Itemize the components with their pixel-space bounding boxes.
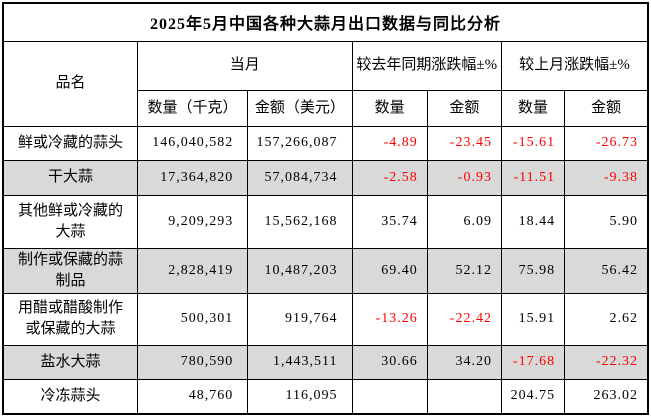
row-amount-usd: 15,562,168 xyxy=(247,194,353,249)
row-mom-qty: -11.51 xyxy=(500,159,566,196)
header-amount-usd: 金额（美元） xyxy=(247,89,353,127)
row-yoy-qty: -4.89 xyxy=(351,125,428,161)
table-row: 干大蒜 17,364,820 57,084,734 -2.58 -0.93 -1… xyxy=(2,159,649,196)
row-qty-kg: 17,364,820 xyxy=(136,159,249,196)
row-qty-kg: 780,590 xyxy=(136,344,249,380)
row-mom-amount: -9.38 xyxy=(564,159,649,196)
row-yoy-qty: 35.74 xyxy=(351,194,428,249)
row-yoy-qty: -13.26 xyxy=(351,292,428,346)
row-mom-qty: -15.61 xyxy=(500,125,566,161)
row-yoy-qty xyxy=(351,378,428,415)
row-mom-amount: 263.02 xyxy=(564,378,649,415)
table-title: 2025年5月中国各种大蒜月出口数据与同比分析 xyxy=(2,2,649,42)
row-product-name: 制作或保藏的蒜制品 xyxy=(2,247,138,294)
header-yoy-qty: 数量 xyxy=(351,89,428,127)
row-qty-kg: 2,828,419 xyxy=(136,247,249,294)
row-yoy-amount: -0.93 xyxy=(426,159,502,196)
row-amount-usd: 919,764 xyxy=(247,292,353,346)
title-row: 2025年5月中国各种大蒜月出口数据与同比分析 xyxy=(2,2,649,42)
row-yoy-amount: -22.42 xyxy=(426,292,502,346)
header-product: 品名 xyxy=(2,40,138,127)
row-mom-qty: -17.68 xyxy=(500,344,566,380)
header-yoy-change: 较去年同期涨跌幅±% xyxy=(351,40,502,91)
row-mom-qty: 75.98 xyxy=(500,247,566,294)
table-row: 制作或保藏的蒜制品 2,828,419 10,487,203 69.40 52.… xyxy=(2,247,649,294)
header-qty-kg: 数量（千克） xyxy=(136,89,249,127)
row-qty-kg: 9,209,293 xyxy=(136,194,249,249)
row-product-name: 鲜或冷藏的蒜头 xyxy=(2,125,138,161)
row-amount-usd: 10,487,203 xyxy=(247,247,353,294)
row-yoy-qty: 30.66 xyxy=(351,344,428,380)
table-row: 鲜或冷藏的蒜头 146,040,582 157,266,087 -4.89 -2… xyxy=(2,125,649,161)
table-row: 冷冻蒜头 48,760 116,095 204.75 263.02 xyxy=(2,378,649,415)
row-amount-usd: 57,084,734 xyxy=(247,159,353,196)
header-row-groups: 品名 当月 较去年同期涨跌幅±% 较上月涨跌幅±% xyxy=(2,40,649,127)
row-mom-amount: 2.62 xyxy=(564,292,649,346)
row-mom-qty: 18.44 xyxy=(500,194,566,249)
row-mom-amount: -22.32 xyxy=(564,344,649,380)
table-row: 盐水大蒜 780,590 1,443,511 30.66 34.20 -17.6… xyxy=(2,344,649,380)
header-yoy-amount: 金额 xyxy=(426,89,502,127)
row-amount-usd: 116,095 xyxy=(247,378,353,415)
row-mom-amount: -26.73 xyxy=(564,125,649,161)
row-qty-kg: 48,760 xyxy=(136,378,249,415)
header-row-subcolumns: 数量（千克） 金额（美元） 数量 金额 数量 金额 xyxy=(3,89,649,127)
header-mom-amount: 金额 xyxy=(564,89,649,127)
row-product-name: 用醋或醋酸制作或保藏的大蒜 xyxy=(2,292,138,346)
header-current-month: 当月 xyxy=(136,40,353,91)
header-mom-change: 较上月涨跌幅±% xyxy=(500,40,649,91)
row-product-name: 冷冻蒜头 xyxy=(2,378,138,415)
row-yoy-qty: 69.40 xyxy=(351,247,428,294)
row-yoy-qty: -2.58 xyxy=(351,159,428,196)
row-product-name: 干大蒜 xyxy=(2,159,138,196)
row-amount-usd: 157,266,087 xyxy=(247,125,353,161)
row-product-name: 盐水大蒜 xyxy=(2,344,138,380)
row-amount-usd: 1,443,511 xyxy=(247,344,353,380)
row-yoy-amount: 52.12 xyxy=(426,247,502,294)
row-yoy-amount: 6.09 xyxy=(426,194,502,249)
row-qty-kg: 500,301 xyxy=(136,292,249,346)
table-row: 其他鲜或冷藏的大蒜 9,209,293 15,562,168 35.74 6.0… xyxy=(2,194,649,249)
row-yoy-amount xyxy=(426,378,502,415)
table-row: 用醋或醋酸制作或保藏的大蒜 500,301 919,764 -13.26 -22… xyxy=(2,292,649,346)
row-mom-amount: 5.90 xyxy=(564,194,649,249)
row-yoy-amount: -23.45 xyxy=(426,125,502,161)
row-mom-qty: 204.75 xyxy=(500,378,566,415)
row-mom-qty: 15.91 xyxy=(500,292,566,346)
row-mom-amount: 56.42 xyxy=(564,247,649,294)
row-yoy-amount: 34.20 xyxy=(426,344,502,380)
row-qty-kg: 146,040,582 xyxy=(136,125,249,161)
header-mom-qty: 数量 xyxy=(500,89,566,127)
row-product-name: 其他鲜或冷藏的大蒜 xyxy=(2,194,138,249)
